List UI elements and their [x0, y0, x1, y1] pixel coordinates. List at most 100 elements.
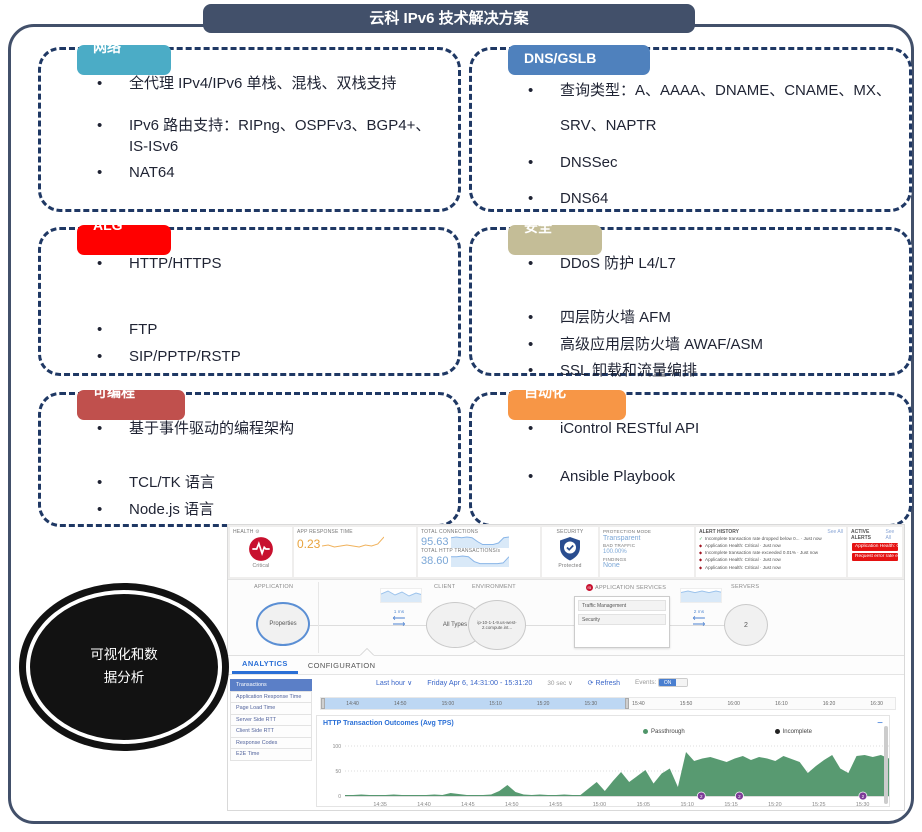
security-status: Protected	[558, 563, 582, 569]
svg-text:14:45: 14:45	[461, 802, 475, 808]
timeline-left-handle[interactable]	[321, 698, 325, 709]
alert-history-item: ◆ Application Health: Critical · Just now	[699, 564, 781, 570]
timeline-tick: 16:10	[775, 701, 788, 707]
bullet-item: Ansible Playbook	[524, 467, 891, 488]
sidebar-item-app-response-time[interactable]: Application Response Time	[230, 690, 312, 703]
svg-text:14:35: 14:35	[373, 802, 387, 808]
collapse-button[interactable]: −	[877, 718, 883, 729]
svg-text:15:05: 15:05	[637, 802, 651, 808]
active-alert-item[interactable]: Application Health: Critical	[852, 543, 898, 551]
refresh-button[interactable]: ⟳ Refresh	[587, 679, 621, 687]
time-controls: Last hour ∨ Friday Apr 6, 14:31:00 - 15:…	[376, 678, 689, 687]
gear-icon[interactable]: ⚙	[255, 529, 260, 535]
arrow-left-icon: ⟵	[692, 613, 706, 623]
diamond-icon: ◆	[699, 564, 703, 570]
bullet-item: Node.js 语言	[93, 500, 440, 521]
box-tag-programmable: 可编程	[77, 390, 185, 420]
scrollbar[interactable]	[884, 726, 888, 804]
sidebar-item-e2e-time[interactable]: E2E Time	[230, 748, 312, 761]
environment-node[interactable]: ip-10-1-1-9.us-west-2.compute.int...	[468, 600, 526, 650]
app-response-value: 0.23	[297, 537, 321, 551]
events-toggle[interactable]: Events: ON	[635, 678, 689, 687]
active-alerts-see-all-link[interactable]: See All	[885, 529, 895, 541]
application-node[interactable]: Properties	[256, 602, 310, 646]
tab-configuration[interactable]: CONFIGURATION	[307, 660, 376, 670]
arrow-left-icon: ⟵	[392, 613, 406, 623]
range-dropdown[interactable]: Last hour ∨	[376, 679, 413, 687]
svg-text:15:10: 15:10	[680, 802, 694, 808]
legend-dot	[643, 729, 649, 734]
application-topology-map: APPLICATION CLIENT ENVIRONMENT f5 APPLICA…	[228, 579, 904, 655]
timeline-tick: 15:30	[584, 701, 598, 707]
timeline-tick: 14:50	[393, 701, 407, 707]
timeline-tick: 15:00	[441, 701, 455, 707]
alert-history-card: ALERT HISTORY See All ✓ Incomplete transa…	[696, 527, 846, 577]
alert-history-see-all-link[interactable]: See All	[827, 529, 843, 535]
bullet-item: DDoS 防护 L4/L7	[524, 254, 891, 275]
health-card: HEALTH ⚙ Critical	[230, 527, 292, 577]
app-response-sparkline	[322, 536, 385, 548]
shield-check-icon	[560, 537, 580, 561]
events-toggle-switch[interactable]: ON	[658, 678, 689, 687]
timeline-right-handle[interactable]	[625, 698, 630, 709]
bullet-item: HTTP/HTTPS	[93, 254, 440, 275]
event-marker[interactable]	[858, 791, 868, 801]
svg-text:15:20: 15:20	[768, 802, 782, 808]
protection-card: PROTECTION MODE Transparent BAD TRAFFIC …	[600, 527, 694, 577]
bullet-item: 全代理 IPv4/IPv6 单栈、混栈、双栈支持	[93, 74, 440, 95]
findings-value: None	[603, 562, 620, 570]
arrow-right-icon: ⟶	[392, 619, 406, 629]
analytics-body: Transactions Application Response Time P…	[228, 675, 904, 810]
legend-dot	[774, 729, 780, 734]
service-row[interactable]: Traffic Management	[578, 600, 666, 611]
event-marker[interactable]	[696, 791, 706, 801]
client-column-label: CLIENT	[434, 584, 456, 590]
bullet-item: NAT64	[93, 163, 440, 184]
chart-title: HTTP Transaction Outcomes (Avg TPS)	[323, 720, 454, 727]
svg-text:100: 100	[333, 744, 342, 750]
timeline-tick: 15:40	[632, 701, 645, 707]
app-response-label: APP RESPONSE TIME	[297, 529, 353, 535]
bad-traffic-value: 100.00%	[603, 549, 627, 556]
alert-history-item: ◆ Application Health: Critical · Just now	[699, 543, 781, 549]
box-tag-dns-gslb: DNS/GSLB	[508, 45, 650, 75]
event-marker[interactable]	[735, 791, 744, 801]
outcomes-chart-panel: HTTP Transaction Outcomes (Avg TPS) − Pa…	[316, 715, 890, 808]
selection-caret	[360, 649, 374, 656]
bullet-item: 查询类型：A、AAAA、DNAME、CNAME、MX、SRV、NAPTR	[524, 74, 891, 143]
feature-box-automation: 自动化 iControl RESTful API Ansible Playboo…	[469, 390, 912, 527]
service-row[interactable]: Security	[578, 614, 666, 625]
feature-box-alg: ALG HTTP/HTTPS FTP SIP/PPTP/RSTP	[38, 225, 461, 376]
svg-text:2: 2	[862, 794, 865, 799]
transactions-value: 38.60	[421, 554, 449, 567]
bullet-item: 四层防火墙 AFM	[524, 308, 891, 329]
diamond-icon: ◆	[699, 543, 703, 549]
check-icon: ✓	[699, 536, 703, 541]
bullet-item: iControl RESTful API	[524, 419, 891, 440]
totals-card: TOTAL CONNECTIONS 95.63 TOTAL HTTP TRANS…	[418, 527, 540, 577]
application-column-label: APPLICATION	[254, 584, 294, 590]
security-label: SECURITY	[556, 529, 584, 535]
active-alert-item[interactable]: Request error rate exceeded 0.05%	[852, 553, 898, 561]
diamond-icon: ◆	[699, 550, 703, 556]
chevron-down-icon: ∨	[567, 679, 573, 687]
security-card: SECURITY Protected	[542, 527, 598, 577]
tab-analytics[interactable]: ANALYTICS	[232, 656, 298, 674]
servers-node[interactable]: 2	[724, 604, 768, 646]
dashboard-tabs: ANALYTICS CONFIGURATION	[228, 649, 904, 675]
feature-box-dns-gslb: DNS/GSLB 查询类型：A、AAAA、DNAME、CNAME、MX、SRV、…	[469, 45, 912, 212]
alert-history-item: ◆ Incomplete transaction rate exceeded 0.…	[699, 550, 819, 556]
date-range-label: Friday Apr 6, 14:31:00 - 15:31:20	[427, 678, 533, 687]
timeline-selected-range[interactable]	[321, 698, 626, 709]
svg-text:50: 50	[335, 769, 341, 775]
bullet-item: FTP	[93, 320, 440, 341]
feature-box-programmable: 可编程 基于事件驱动的编程架构 TCL/TK 语言 Node.js 语言	[38, 390, 461, 527]
bullet-item: TCL/TK 语言	[93, 473, 440, 494]
client-latency-sparkline	[380, 588, 422, 603]
box-tag-network: 网络	[77, 45, 171, 75]
bullet-item: 基于事件驱动的编程架构	[93, 419, 440, 440]
timeline-slider[interactable]: 14:40 14:50 15:00 15:10 15:20 15:30 15:4…	[320, 697, 896, 710]
active-alerts-card: ACTIVE ALERTS See All Application Health…	[848, 527, 902, 577]
interval-dropdown[interactable]: 30 sec ∨	[547, 679, 573, 687]
page-title: 云科 IPv6 技术解决方案	[203, 4, 695, 33]
